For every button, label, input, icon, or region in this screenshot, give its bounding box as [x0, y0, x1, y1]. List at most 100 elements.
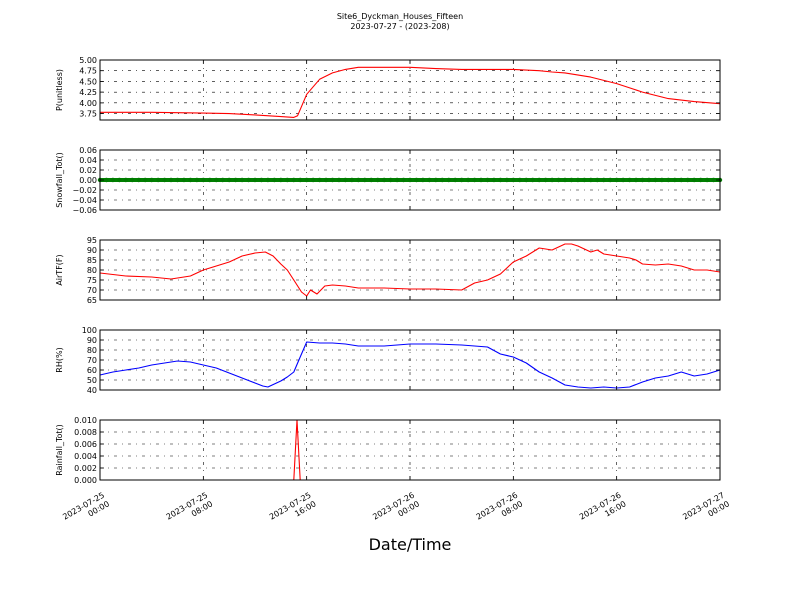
series-marker	[433, 177, 439, 183]
series-marker	[149, 177, 154, 183]
series-marker	[220, 177, 225, 183]
figure-subtitle: 2023-07-27 - (2023-208)	[350, 22, 449, 31]
series-marker	[704, 177, 710, 183]
y-tick-label: 80	[87, 346, 97, 355]
series-marker	[640, 177, 645, 183]
series-marker	[562, 177, 568, 183]
y-tick-label: 70	[87, 286, 97, 295]
subplot-5: 0.000 0.002 0.004 0.006 0.008 0.010 Rainfall_T…	[55, 416, 721, 485]
series-marker	[272, 177, 277, 183]
y-tick-label: 0.00	[79, 176, 97, 185]
y-tick-label: 4.50	[79, 77, 97, 86]
y-tick-label: 90	[87, 336, 97, 345]
series-marker	[465, 177, 471, 183]
x-tick-label: 2023-07-2508:00	[165, 491, 215, 531]
series-marker	[530, 177, 535, 183]
series-marker	[627, 177, 632, 183]
plot-frame	[99, 329, 721, 391]
y-tick-label: 3.75	[79, 110, 97, 119]
series-marker	[291, 177, 296, 183]
series-marker	[130, 177, 135, 183]
series-marker	[252, 177, 258, 183]
x-tick-label: 2023-07-2516:00	[268, 491, 318, 531]
series-marker	[446, 177, 451, 183]
series-marker	[646, 177, 652, 183]
y-tick-label: 100	[82, 326, 97, 335]
x-tick-label: 2023-07-2500:00	[61, 491, 111, 531]
series-marker	[575, 177, 581, 183]
series-marker	[285, 177, 290, 183]
y-tick-label: 5.00	[79, 56, 97, 65]
y-tick-label: 60	[87, 366, 97, 375]
series-marker	[536, 177, 542, 183]
series-marker	[375, 177, 380, 183]
series-marker	[239, 177, 245, 183]
y-tick-label: 0.008	[74, 428, 97, 437]
y-tick-label: 80	[87, 266, 97, 275]
series-marker	[549, 177, 555, 183]
series-marker	[420, 177, 426, 183]
series-marker	[517, 177, 522, 183]
y-axis-label: AirTF(F)	[55, 254, 64, 285]
y-tick-label: 0.004	[74, 452, 97, 461]
series-marker	[298, 177, 303, 183]
y-axis-label: Snowfall_Tot()	[55, 152, 64, 208]
y-axis-label: Rainfall_Tot()	[55, 424, 64, 476]
y-tick-label: −0.04	[72, 196, 97, 205]
y-tick-label: 4.25	[79, 88, 97, 97]
series-marker	[381, 177, 387, 183]
series-marker	[388, 177, 393, 183]
series-marker	[601, 177, 606, 183]
series-marker	[246, 177, 251, 183]
plot-frame	[99, 149, 721, 211]
y-tick-label: 90	[87, 246, 97, 255]
series-marker	[226, 177, 232, 183]
y-tick-label: 40	[87, 386, 97, 395]
series-marker	[323, 177, 329, 183]
plot-frame	[99, 419, 721, 481]
series-marker	[633, 177, 639, 183]
series-marker	[588, 177, 594, 183]
series-marker	[666, 177, 671, 183]
series-marker	[336, 177, 342, 183]
y-tick-label: 95	[87, 236, 97, 245]
series-marker	[595, 177, 600, 183]
y-tick-label: −0.06	[72, 206, 97, 215]
y-tick-label: 70	[87, 356, 97, 365]
y-axis-label: RH(%)	[55, 347, 64, 372]
series-marker	[569, 177, 574, 183]
series-marker	[711, 177, 716, 183]
plot-frame	[99, 59, 721, 121]
series-marker	[407, 177, 413, 183]
y-tick-label: 0.000	[74, 476, 97, 485]
series-marker	[194, 177, 200, 183]
y-tick-label: 75	[87, 276, 97, 285]
y-tick-label: 0.006	[74, 440, 97, 449]
series-marker	[472, 177, 477, 183]
series-marker	[104, 177, 109, 183]
series-marker	[498, 177, 503, 183]
series-marker	[343, 177, 348, 183]
series-marker	[117, 177, 122, 183]
series-marker	[394, 177, 400, 183]
x-tick-label: 2023-07-2600:00	[371, 491, 421, 531]
series-marker	[453, 177, 458, 183]
y-tick-label: 50	[87, 376, 97, 385]
series-marker	[691, 177, 697, 183]
series-marker	[310, 177, 316, 183]
y-tick-label: 0.04	[79, 156, 97, 165]
subplot-1: 3.75 4.00 4.25 4.504.75 5.00 P(unitless)	[55, 56, 721, 121]
x-tick-label: 2023-07-2608:00	[475, 491, 525, 531]
y-tick-label: 4.75	[79, 67, 97, 76]
series-marker	[155, 177, 161, 183]
x-axis-label: Date/Time	[369, 535, 452, 554]
x-tick-labels: 2023-07-2500:00 2023-07-2508:00 2023-07-25…	[61, 491, 731, 531]
series-line-1	[99, 243, 721, 297]
series-marker	[304, 177, 309, 183]
series-marker	[214, 177, 219, 183]
series-marker	[698, 177, 703, 183]
series-marker	[168, 177, 174, 183]
y-tick-label: 0.010	[74, 416, 97, 425]
